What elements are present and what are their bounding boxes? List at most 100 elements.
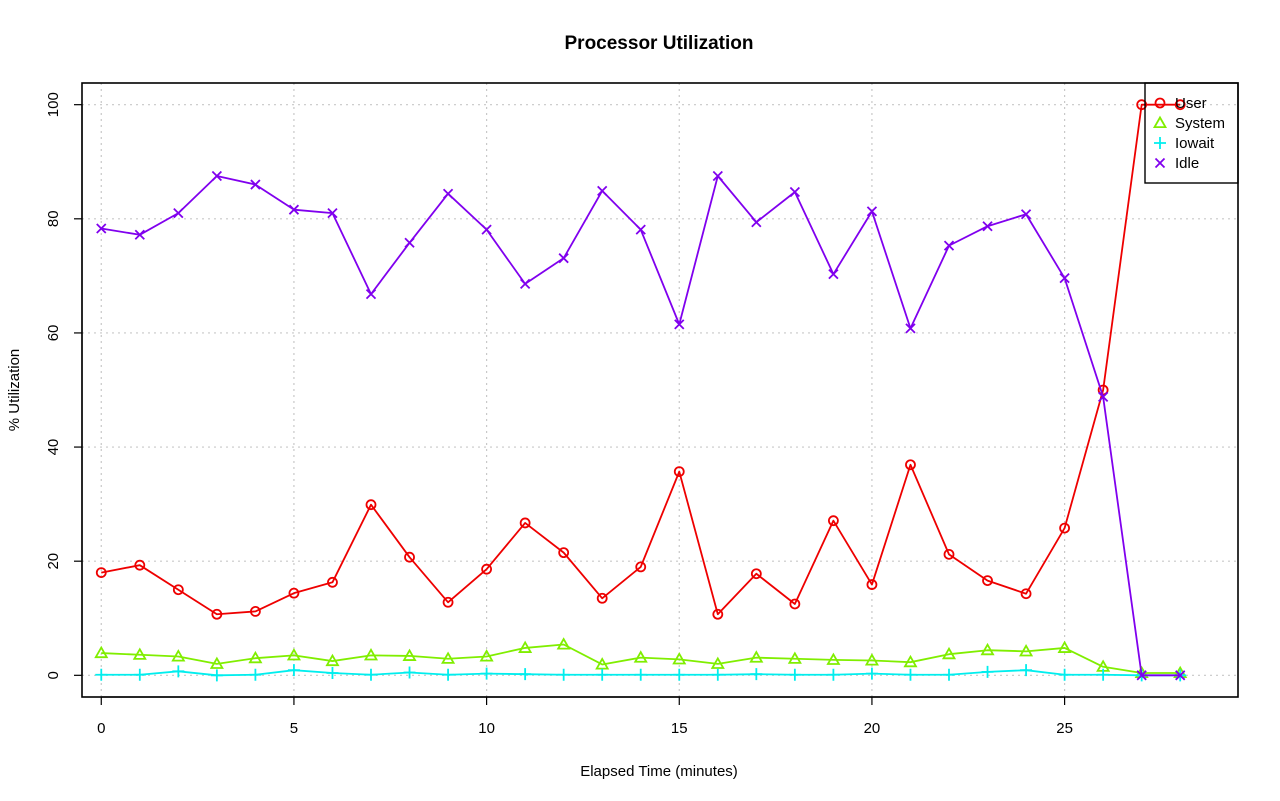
data-point-iowait: [95, 668, 108, 681]
series-system: [94, 637, 1188, 679]
series-iowait: [95, 664, 1187, 682]
data-point-user: [95, 567, 107, 579]
data-point-user: [596, 592, 608, 604]
data-point-user: [982, 575, 993, 586]
data-point-user: [673, 466, 685, 478]
data-point-user: [1020, 588, 1032, 600]
data-point-idle: [712, 170, 723, 182]
legend-label-system: System: [1175, 115, 1225, 132]
data-point-iowait: [981, 665, 994, 678]
y-tick-label: 40: [45, 439, 62, 456]
data-point-system: [1057, 640, 1072, 653]
legend-label-user: User: [1175, 95, 1207, 112]
data-point-system: [903, 654, 918, 668]
data-point-user: [519, 517, 531, 529]
data-point-idle: [1175, 670, 1186, 681]
data-point-system: [441, 651, 456, 664]
data-point-user: [211, 608, 223, 620]
legend-label-iowait: Iowait: [1175, 135, 1215, 152]
data-point-user: [442, 596, 454, 608]
y-tick-label: 100: [45, 92, 62, 117]
data-point-system: [595, 657, 610, 670]
data-point-user: [1136, 99, 1148, 111]
data-point-system: [248, 650, 263, 664]
data-point-idle: [597, 185, 608, 196]
data-point-system: [171, 649, 186, 662]
data-point-idle: [674, 319, 685, 330]
data-point-idle: [442, 188, 454, 199]
data-point-system: [402, 648, 417, 661]
data-point-idle: [327, 207, 338, 219]
data-point-iowait: [634, 668, 647, 681]
grid: [82, 83, 1238, 697]
axes: 0 5 10 15 20 25 0 20 40 60 80 100: [45, 82, 1239, 737]
data-point-system: [1019, 644, 1034, 657]
data-point-idle: [211, 170, 223, 182]
data-point-idle: [905, 323, 916, 334]
data-point-idle: [1059, 273, 1070, 284]
data-point-user: [1059, 522, 1070, 534]
legend-marker-system: [1152, 115, 1168, 129]
data-point-iowait: [249, 668, 262, 681]
legend-label-idle: Idle: [1175, 155, 1199, 172]
data-point-user: [789, 598, 801, 610]
data-point-idle: [173, 207, 184, 219]
data-point-system: [710, 656, 725, 669]
x-tick-label: 15: [671, 720, 688, 737]
y-tick-label: 20: [45, 553, 62, 570]
data-point-iowait: [788, 668, 801, 681]
data-point-iowait: [750, 668, 763, 681]
data-point-iowait: [865, 667, 878, 680]
data-point-iowait: [365, 668, 377, 681]
data-point-system: [132, 647, 147, 660]
series-user: [95, 99, 1186, 620]
data-point-user: [635, 561, 647, 573]
chart-title: Processor Utilization: [565, 33, 754, 54]
data-point-iowait: [326, 667, 339, 680]
x-tick-label: 0: [97, 720, 105, 737]
y-tick-label: 60: [45, 325, 62, 342]
data-point-iowait: [133, 668, 146, 681]
data-point-user: [943, 548, 955, 560]
data-point-iowait: [210, 669, 223, 682]
data-point-idle: [1097, 391, 1109, 402]
data-point-user: [249, 606, 261, 617]
data-point-user: [172, 584, 184, 596]
data-point-system: [209, 656, 224, 669]
data-point-iowait: [827, 668, 840, 681]
y-tick-label: 80: [45, 210, 62, 227]
data-point-system: [672, 652, 687, 665]
data-point-system: [286, 648, 301, 661]
x-axis-label: Elapsed Time (minutes): [580, 763, 738, 780]
data-point-user: [327, 576, 338, 588]
data-point-user: [1174, 99, 1186, 111]
data-point-iowait: [403, 666, 416, 679]
data-point-iowait: [1020, 664, 1033, 677]
data-point-user: [828, 515, 839, 527]
data-point-system: [518, 640, 533, 653]
data-point-iowait: [442, 668, 455, 681]
data-point-user: [866, 579, 878, 590]
data-point-idle: [404, 237, 415, 248]
x-tick-label: 10: [478, 720, 495, 737]
data-point-system: [363, 648, 379, 661]
data-point-user: [481, 563, 493, 575]
data-point-user: [134, 559, 146, 571]
data-point-user: [558, 547, 570, 559]
data-point-idle: [943, 240, 955, 251]
data-point-idle: [1020, 209, 1032, 220]
data-point-system: [980, 642, 995, 656]
legend-box: [1144, 82, 1239, 184]
data-point-iowait: [480, 667, 493, 680]
data-point-iowait: [287, 664, 300, 677]
legend-marker-user: [1154, 97, 1166, 109]
data-point-idle: [751, 217, 762, 228]
data-point-idle: [288, 204, 300, 215]
legend-marker-idle: [1154, 157, 1166, 169]
data-point-system: [787, 651, 802, 664]
data-point-iowait: [557, 668, 570, 681]
data-point-iowait: [172, 665, 185, 678]
data-point-iowait: [943, 668, 955, 681]
legend-marker-iowait: [1154, 137, 1166, 149]
y-axis-label: % Utilization: [6, 349, 23, 432]
